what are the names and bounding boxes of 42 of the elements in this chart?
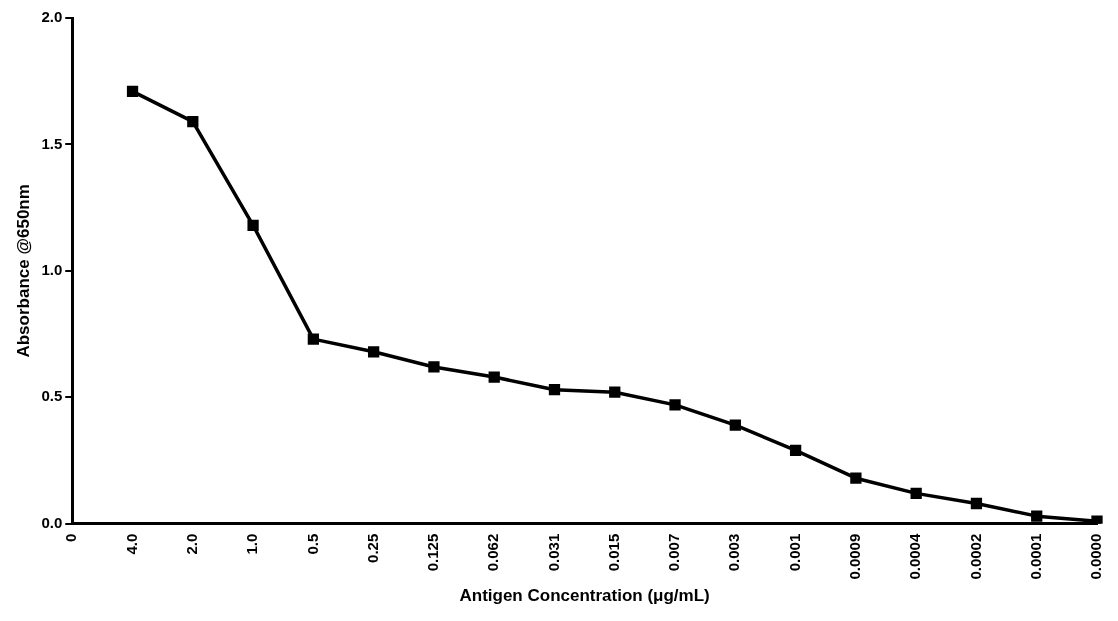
x-axis-title: Antigen Concentration (μg/mL) [459,586,710,606]
x-tick-label: 0.0009 [846,533,864,580]
x-tick-label: 0.0002 [966,533,984,580]
x-tick-label: 0.25 [363,533,381,563]
x-tick-label: 0.031 [544,533,562,572]
point [187,116,199,128]
point [1031,510,1043,522]
point [368,346,380,358]
y-tick-label: 0.0 [41,513,63,531]
y-tick-label: 2.0 [41,8,63,26]
y-axis-title: Absorbance @650nm [13,184,33,358]
x-tick-label: 0.0000 [1087,533,1105,580]
x-tick-label: 0 [62,533,80,543]
y-tick-label: 0.5 [41,387,63,405]
x-tick-label: 0.001 [785,533,803,572]
x-tick-label: 0.0004 [906,533,924,580]
point [729,419,741,431]
x-tick-label: 0.5 [303,533,321,555]
point [970,497,983,510]
x-tick-label: 4.0 [122,533,140,555]
y-tick-label: 1.5 [41,134,63,152]
x-tick-label: 2.0 [182,533,200,555]
point [1091,515,1103,524]
point [488,371,500,383]
point [307,333,320,345]
x-tick-label: 0.003 [725,533,743,572]
point [609,386,621,398]
point [126,85,139,97]
point [247,219,259,231]
x-tick-label: 0.062 [484,533,502,572]
point [428,361,440,373]
x-tick-label: 0.007 [665,533,683,572]
point [789,444,802,457]
point [910,487,922,500]
y-tick-label: 1.0 [41,261,63,278]
point [850,472,862,484]
x-tick-label: 0.125 [424,533,442,572]
point [669,399,681,411]
x-tick-label: 0.0001 [1026,533,1044,580]
x-tick-label: 0.015 [604,533,622,572]
point [548,384,561,396]
x-tick-label: 1.0 [243,533,261,555]
